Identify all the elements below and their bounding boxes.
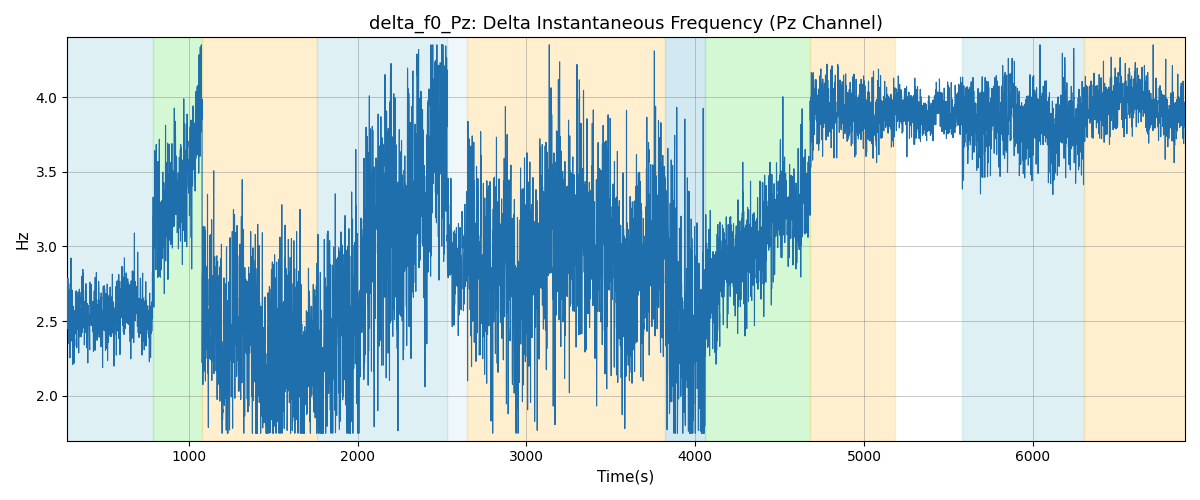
Bar [317, 38, 448, 440]
Bar [1084, 38, 1186, 440]
Bar [706, 38, 810, 440]
Bar [810, 38, 894, 440]
Bar [448, 38, 467, 440]
Bar [467, 38, 665, 440]
X-axis label: Time(s): Time(s) [598, 470, 655, 485]
Bar [67, 38, 154, 440]
Bar [154, 38, 203, 440]
Title: delta_f0_Pz: Delta Instantaneous Frequency (Pz Channel): delta_f0_Pz: Delta Instantaneous Frequen… [370, 15, 883, 34]
Bar [203, 38, 317, 440]
Y-axis label: Hz: Hz [16, 230, 30, 249]
Bar [665, 38, 706, 440]
Bar [962, 38, 1084, 440]
